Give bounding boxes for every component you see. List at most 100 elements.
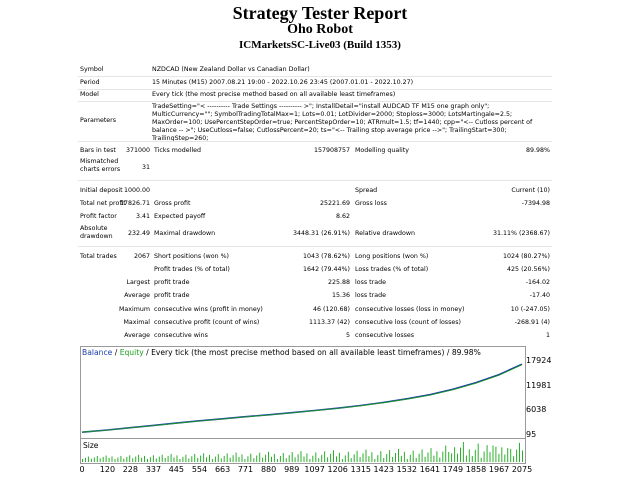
expected-payoff-label: Expected payoff <box>154 213 206 220</box>
size-bar <box>480 457 482 462</box>
x-tick-label: 2075 <box>511 465 533 474</box>
size-bar <box>380 451 382 462</box>
largest-loss-value: -164.02 <box>525 279 550 286</box>
size-bar <box>161 454 163 462</box>
size-bar <box>191 456 193 462</box>
size-bar <box>152 455 154 462</box>
size-bar <box>365 449 367 462</box>
maximum-label: Maximum <box>118 306 150 313</box>
size-bar <box>135 456 137 462</box>
period-label: Period <box>80 79 100 86</box>
size-bar <box>460 447 461 462</box>
parameters-label: Parameters <box>80 117 117 124</box>
size-bar <box>424 456 426 462</box>
size-bar <box>282 453 284 462</box>
size-bar <box>105 455 107 462</box>
robot-name: Oho Robot <box>287 22 353 37</box>
size-bar <box>356 450 358 462</box>
gross-loss-value: -7394.98 <box>521 200 550 207</box>
size-bar <box>111 456 113 462</box>
size-bar <box>173 457 175 462</box>
size-bar <box>347 451 349 462</box>
size-bar <box>182 456 184 462</box>
profit-trades-label: Profit trades (% of total) <box>154 266 230 273</box>
size-bar <box>123 458 125 462</box>
series-line-balance <box>81 363 523 433</box>
bars-label: Bars in test <box>80 147 116 154</box>
size-bar <box>368 456 370 462</box>
size-bar <box>93 457 95 462</box>
size-bar <box>126 457 128 462</box>
server-name: ICMarketsSC-Live03 (Build 1353) <box>239 39 401 51</box>
size-bar <box>238 457 240 462</box>
maximal-drawdown-value: 3448.31 (26.91%) <box>293 230 350 237</box>
size-bar <box>489 452 491 462</box>
size-bar <box>276 459 278 462</box>
size-bar <box>259 452 261 462</box>
size-bar <box>344 455 346 462</box>
size-bar <box>306 453 308 462</box>
avg-consecutive-label: Average <box>124 332 150 339</box>
size-bar <box>200 455 202 462</box>
maximal-consecutive-profit-value: 1113.37 (42) <box>309 319 350 326</box>
x-tick-label: 1858 <box>465 465 487 474</box>
x-tick-label: 880 <box>260 465 277 474</box>
size-bar <box>507 448 509 462</box>
size-bar <box>179 459 181 462</box>
size-bar <box>383 458 385 462</box>
x-tick-label: 337 <box>145 465 162 474</box>
size-bar <box>155 458 157 462</box>
divider <box>78 246 552 247</box>
x-tick-label: 989 <box>284 465 300 474</box>
average-profit-label: profit trade <box>154 292 190 299</box>
size-bar <box>223 455 225 462</box>
size-bar <box>412 450 414 462</box>
size-bar <box>522 450 523 462</box>
size-bar <box>406 459 408 462</box>
x-tick-label: 445 <box>168 465 184 474</box>
size-bar <box>294 457 296 462</box>
size-bar <box>371 452 373 462</box>
size-bar <box>144 455 145 462</box>
total-trades-value: 2067 <box>133 253 150 260</box>
short-positions-value: 1043 (78.62%) <box>303 253 350 260</box>
size-bar <box>226 453 228 462</box>
size-bar <box>501 447 503 462</box>
gross-profit-label: Gross profit <box>154 200 191 207</box>
size-bar <box>217 454 219 462</box>
size-bar <box>448 451 450 462</box>
size-bar <box>465 455 467 462</box>
size-bar <box>309 459 311 462</box>
size-bar <box>439 457 441 462</box>
x-tick-label: 1097 <box>304 465 325 474</box>
quality-label: Modelling quality <box>355 147 409 154</box>
legend-separator: / <box>112 348 120 357</box>
size-bar <box>474 449 476 462</box>
size-bar <box>271 456 272 462</box>
size-bar <box>117 457 119 462</box>
series-line-equity <box>81 364 523 433</box>
size-bar <box>256 455 258 462</box>
size-bar <box>510 448 512 462</box>
average-profit-value: 15.36 <box>331 292 350 299</box>
size-bar <box>462 442 464 462</box>
size-bar <box>321 454 323 462</box>
relative-drawdown-value: 31.11% (2368.67) <box>493 230 550 237</box>
chart-legend: Balance / Equity / Every tick (the most … <box>82 348 481 357</box>
size-bar <box>504 454 506 462</box>
size-bar <box>519 442 520 462</box>
size-bar <box>415 457 417 462</box>
size-bar <box>495 446 497 462</box>
bars-value: 371000 <box>125 147 150 154</box>
x-tick-label: 663 <box>214 465 231 474</box>
largest-profit-label: profit trade <box>154 279 190 286</box>
x-tick-label: 1967 <box>488 465 510 474</box>
largest-profit-value: 225.88 <box>327 279 350 286</box>
size-bar <box>99 458 101 462</box>
size-bar <box>327 457 329 462</box>
x-tick-label: 1641 <box>419 465 441 474</box>
largest-loss-label: loss trade <box>355 279 386 286</box>
size-bar <box>285 458 287 462</box>
size-bar <box>427 452 429 462</box>
